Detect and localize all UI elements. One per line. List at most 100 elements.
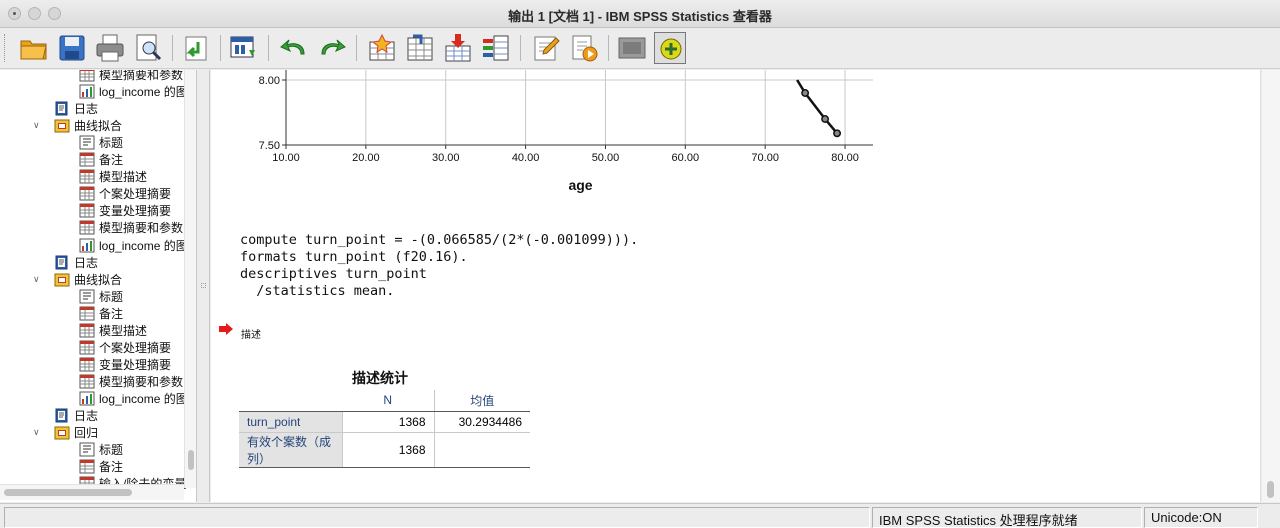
x-tick-label: 40.00: [512, 152, 540, 164]
recall-dialog-icon[interactable]: [228, 32, 260, 64]
cell-n: 1368: [341, 411, 434, 433]
outline-item-label: 备注: [99, 460, 124, 475]
outline-item[interactable]: 日志: [54, 407, 98, 424]
insert-cases-icon[interactable]: [442, 32, 474, 64]
descriptives-table-title: 描述统计: [352, 370, 408, 386]
title-icon: [79, 442, 95, 457]
cell-mean: 30.2934486: [433, 411, 530, 433]
outline-item[interactable]: 日志: [54, 100, 98, 117]
hide-icon[interactable]: [616, 32, 648, 64]
outline-item-label: log_income 的图表: [99, 85, 197, 100]
processor-status: IBM SPSS Statistics 处理程序就绪: [872, 507, 1142, 528]
maximize-window-button[interactable]: [48, 7, 61, 20]
title-bar: 输出 1 [文档 1] - IBM SPSS Statistics 查看器: [0, 0, 1280, 28]
syntax-line: /statistics mean.: [240, 283, 395, 299]
notes-icon: [79, 306, 95, 321]
outline-item[interactable]: 个案处理摘要: [79, 339, 171, 356]
notes-icon: [79, 459, 95, 474]
outline-item[interactable]: 曲线拟合: [54, 117, 122, 134]
outline-item[interactable]: log_income 的图表: [79, 237, 197, 254]
outline-item[interactable]: 标题: [79, 441, 123, 458]
toolbar-grip[interactable]: [4, 34, 7, 62]
outline-horizontal-scroll-thumb[interactable]: [4, 489, 132, 496]
outline-item[interactable]: 标题: [79, 288, 123, 305]
outline-item-label: 变量处理摘要: [99, 204, 172, 219]
outline-item[interactable]: 变量处理摘要: [79, 202, 171, 219]
outline-vertical-scrollbar[interactable]: [184, 70, 196, 488]
chart-icon: [79, 238, 95, 253]
undo-icon[interactable]: [278, 32, 310, 64]
outline-item[interactable]: 备注: [79, 458, 123, 475]
outline-item[interactable]: 备注: [79, 151, 123, 168]
chevron-down-icon[interactable]: ∨: [33, 273, 40, 284]
syntax-line: descriptives turn_point: [240, 266, 427, 282]
data-point: [821, 115, 830, 123]
table-icon: [79, 220, 95, 235]
chevron-down-icon[interactable]: ∨: [33, 120, 40, 131]
table-icon: [79, 169, 95, 184]
outline-item[interactable]: 模型摘要和参数: [79, 70, 183, 83]
redo-icon[interactable]: [316, 32, 348, 64]
script-icon[interactable]: [568, 32, 600, 64]
outline-item[interactable]: 日志: [54, 254, 98, 271]
outline-item[interactable]: 曲线拟合: [54, 271, 122, 288]
chevron-down-icon[interactable]: ∨: [33, 427, 40, 438]
age-chart[interactable]: 10.00 20.00 30.00 40.00 50.00 60.00 70.00 80.00…: [211, 70, 911, 205]
row-label: 有效个案数（成列）: [239, 432, 342, 468]
open-icon[interactable]: [18, 32, 50, 64]
outline-item-label: log_income 的图表: [99, 238, 197, 253]
descriptives-heading[interactable]: 描述: [241, 330, 261, 341]
title-icon: [79, 135, 95, 150]
pane-splitter[interactable]: [198, 70, 210, 502]
outline-item[interactable]: 模型摘要和参数: [79, 373, 183, 390]
outline-navigator: 模型摘要和参数 log_income 的图表 日志 曲线拟合 ∨ 标题 备注 模型描述 个案处理…: [0, 70, 197, 502]
designate-window-icon[interactable]: [654, 32, 686, 64]
print-preview-icon[interactable]: [132, 32, 164, 64]
cell-mean: [433, 432, 530, 468]
table-icon: [79, 323, 95, 338]
minimize-window-button[interactable]: [28, 7, 41, 20]
outline-horizontal-scrollbar[interactable]: [0, 484, 184, 500]
save-icon[interactable]: [56, 32, 88, 64]
outline-item[interactable]: 模型摘要和参数: [79, 219, 183, 236]
output-content-pane: 10.00 20.00 30.00 40.00 50.00 60.00 70.00 80.00…: [211, 70, 1261, 502]
goto-variable-icon[interactable]: [404, 32, 436, 64]
outline-item[interactable]: log_income 的图表: [79, 390, 196, 407]
content-vertical-scrollbar[interactable]: [1262, 70, 1280, 502]
goto-case-icon[interactable]: [366, 32, 398, 64]
edit-output-icon[interactable]: [530, 32, 562, 64]
outline-item-label: 模型摘要和参数: [99, 221, 184, 236]
outline-item[interactable]: 个案处理摘要: [79, 185, 171, 202]
outline-vertical-scroll-thumb[interactable]: [188, 450, 194, 470]
close-window-button[interactable]: [8, 7, 21, 20]
outline-item-label: 模型描述: [99, 170, 148, 185]
variables-icon[interactable]: [480, 32, 512, 64]
outline-item[interactable]: log_income 的图表: [79, 83, 197, 100]
folder-icon: [54, 425, 70, 440]
y-tick-label: 7.50: [259, 140, 280, 152]
x-tick-label: 20.00: [352, 152, 380, 164]
outline-item[interactable]: 标题: [79, 134, 123, 151]
outline-item-label: 变量处理摘要: [99, 357, 172, 372]
table-icon: [79, 374, 95, 389]
table-icon: [79, 70, 95, 82]
y-tick-label: 8.00: [259, 75, 280, 87]
outline-item-label: 个案处理摘要: [99, 187, 172, 202]
outline-item-label: 标题: [99, 289, 124, 304]
splitter-grip[interactable]: [201, 283, 206, 288]
outline-item[interactable]: 回归: [54, 424, 98, 441]
print-icon[interactable]: [94, 32, 126, 64]
export-icon[interactable]: [180, 32, 212, 64]
outline-item[interactable]: 变量处理摘要: [79, 356, 171, 373]
log-icon: [54, 255, 70, 270]
outline-item[interactable]: 备注: [79, 305, 123, 322]
content-vertical-scroll-thumb[interactable]: [1267, 481, 1274, 498]
syntax-line: compute turn_point = -(0.066585/(2*(-0.0…: [240, 232, 639, 248]
table-icon: [79, 203, 95, 218]
outline-item[interactable]: 模型描述: [79, 168, 147, 185]
syntax-line: formats turn_point (f20.16).: [240, 249, 468, 265]
outline-item[interactable]: 模型描述: [79, 322, 147, 339]
table-icon: [79, 186, 95, 201]
outline-item-label: 标题: [99, 136, 124, 151]
descriptives-table[interactable]: N 均值 turn_point 1368 30.2934486 有效个案数（成列…: [239, 390, 530, 468]
